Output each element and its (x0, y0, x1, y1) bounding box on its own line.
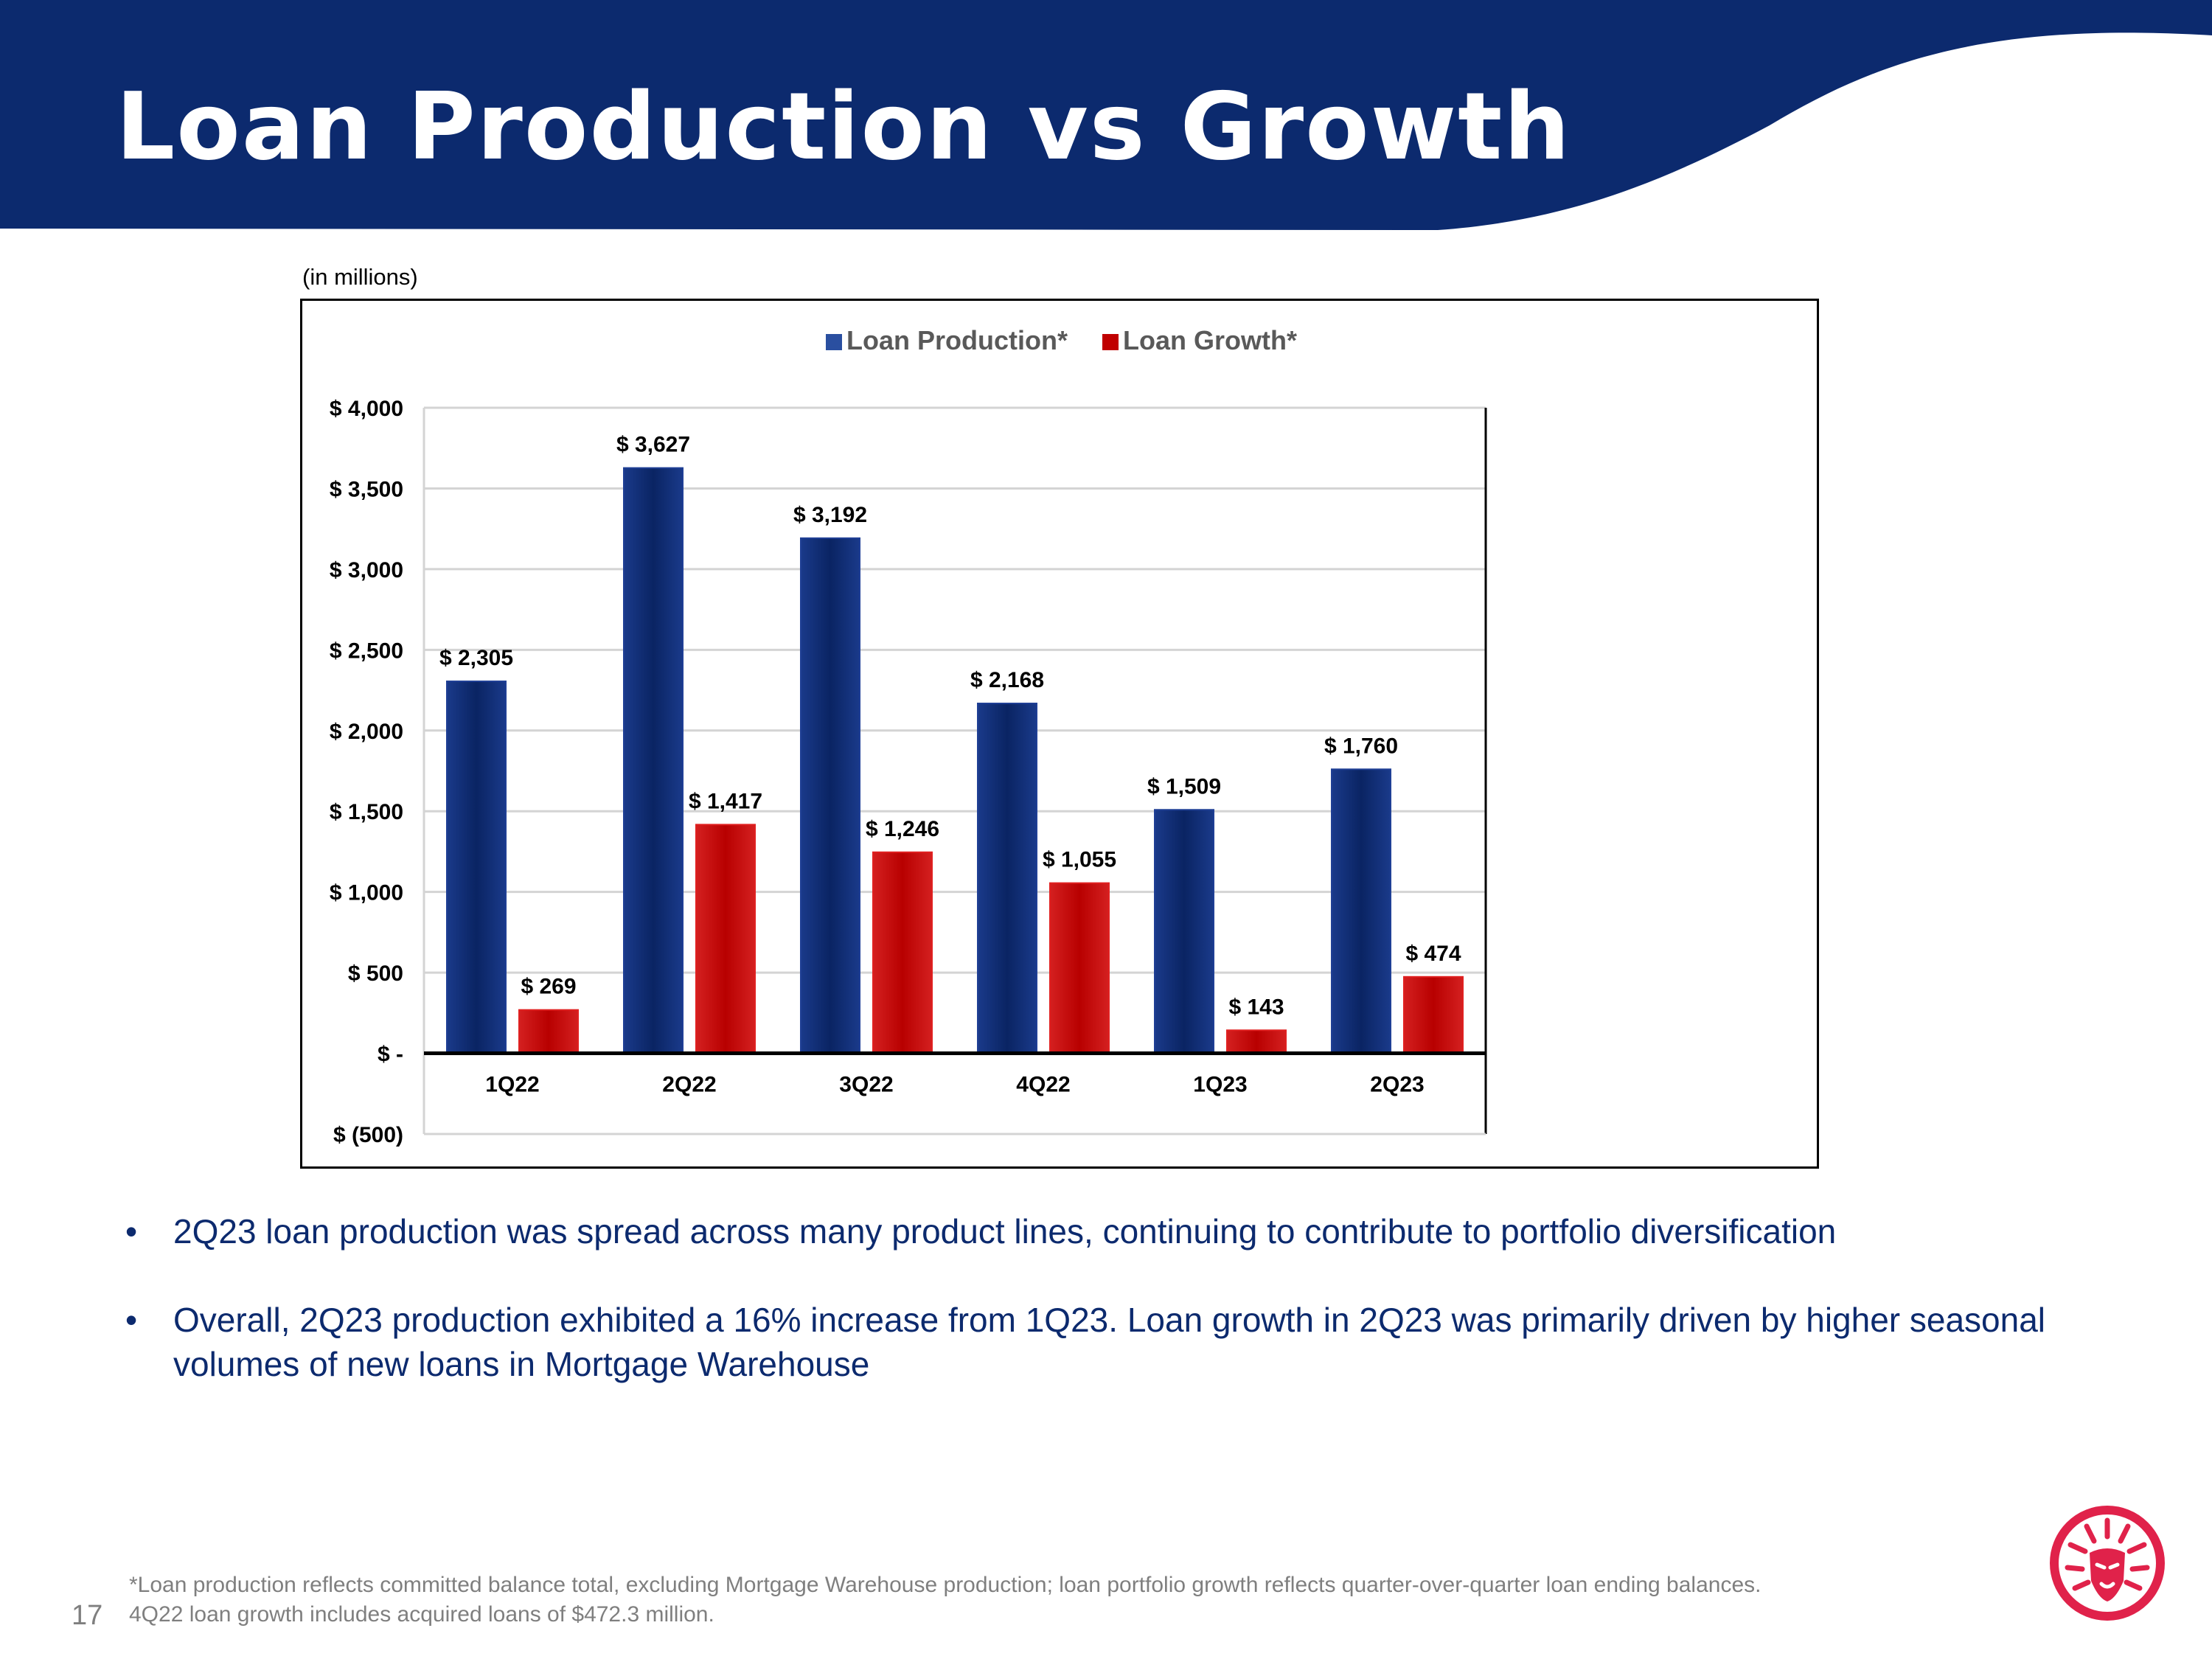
y-tick-label: $ 3,000 (330, 558, 403, 582)
legend-swatch (1102, 334, 1119, 350)
x-tick-label: 1Q23 (1193, 1073, 1247, 1097)
data-label: $ 3,627 (616, 433, 690, 457)
data-label: $ 474 (1405, 942, 1461, 966)
y-tick-label: $ 1,000 (330, 881, 403, 905)
data-label: $ 1,417 (689, 789, 762, 813)
y-tick-label: $ 4,000 (330, 397, 403, 421)
x-tick-label: 1Q22 (485, 1073, 539, 1097)
legend-label: Loan Growth* (1123, 325, 1297, 355)
bar-chart: $ 4,000 $ 3,500 $ 3,000 $ 2,500 $ 2,000 $ 1,5… (330, 325, 1487, 1147)
footnote-line: *Loan production reflects committed bala… (129, 1573, 1761, 1597)
y-tick-label: $ (500) (333, 1123, 403, 1147)
x-tick-label: 4Q22 (1016, 1073, 1070, 1097)
x-tick-label: 2Q23 (1370, 1073, 1424, 1097)
bullet-dot-icon: • (125, 1301, 138, 1339)
bullet-item: • Overall, 2Q23 production exhibited a 1… (125, 1298, 2116, 1386)
data-label: $ 2,168 (970, 668, 1044, 692)
y-tick-label: $ 500 (348, 961, 403, 986)
units-note: (in millions) (302, 264, 418, 290)
bullet-text: 2Q23 loan production was spread across m… (173, 1212, 1837, 1251)
bullet-text: Overall, 2Q23 production exhibited a 16%… (173, 1301, 2046, 1383)
legend-swatch (826, 334, 842, 350)
bullet-dot-icon: • (125, 1212, 138, 1251)
bar-loan-growth (1049, 882, 1110, 1054)
data-label: $ 1,509 (1147, 774, 1221, 799)
bar-loan-growth (518, 1009, 579, 1054)
slide-title: Loan Production vs Growth (116, 72, 1572, 181)
data-label: $ 2,305 (439, 646, 513, 670)
bar-loan-production (623, 467, 684, 1054)
bar-loan-production (1331, 768, 1391, 1054)
footnote: *Loan production reflects committed bala… (129, 1571, 1761, 1630)
y-tick-label: $ 2,500 (330, 639, 403, 663)
bar-loan-growth (1403, 975, 1464, 1054)
data-label: $ 1,760 (1324, 734, 1398, 758)
header-band: Loan Production vs Growth (0, 0, 2212, 236)
bar-loan-production (1154, 809, 1214, 1054)
data-label: $ 3,192 (793, 503, 867, 527)
y-tick-label: $ 3,500 (330, 477, 403, 501)
y-tick-label: $ - (378, 1043, 403, 1067)
bar-loan-growth (695, 824, 756, 1054)
x-tick-label: 3Q22 (839, 1073, 893, 1097)
footnote-line: 4Q22 loan growth includes acquired loans… (129, 1602, 714, 1627)
data-label: $ 269 (521, 975, 576, 999)
bullet-item: • 2Q23 loan production was spread across… (125, 1209, 2116, 1253)
y-tick-label: $ 2,000 (330, 720, 403, 744)
page-number: 17 (72, 1600, 103, 1631)
x-tick-label: 2Q22 (662, 1073, 716, 1097)
bullet-list: • 2Q23 loan production was spread across… (125, 1209, 2116, 1430)
lion-logo-icon (2050, 1506, 2165, 1621)
legend-label: Loan Production* (846, 325, 1068, 355)
y-tick-label: $ 1,500 (330, 800, 403, 824)
data-label: $ 143 (1228, 995, 1284, 1019)
bar-loan-growth (872, 851, 933, 1054)
bar-loan-production (800, 537, 860, 1054)
data-label: $ 1,246 (866, 817, 939, 841)
bar-loan-production (977, 703, 1037, 1054)
header-wave-shape (0, 0, 2212, 230)
chart-container: $ 4,000 $ 3,500 $ 3,000 $ 2,500 $ 2,000 $ 1,5… (300, 299, 1819, 1169)
bar-loan-production (446, 681, 507, 1054)
bar-loan-growth (1226, 1029, 1287, 1054)
data-label: $ 1,055 (1043, 848, 1116, 872)
